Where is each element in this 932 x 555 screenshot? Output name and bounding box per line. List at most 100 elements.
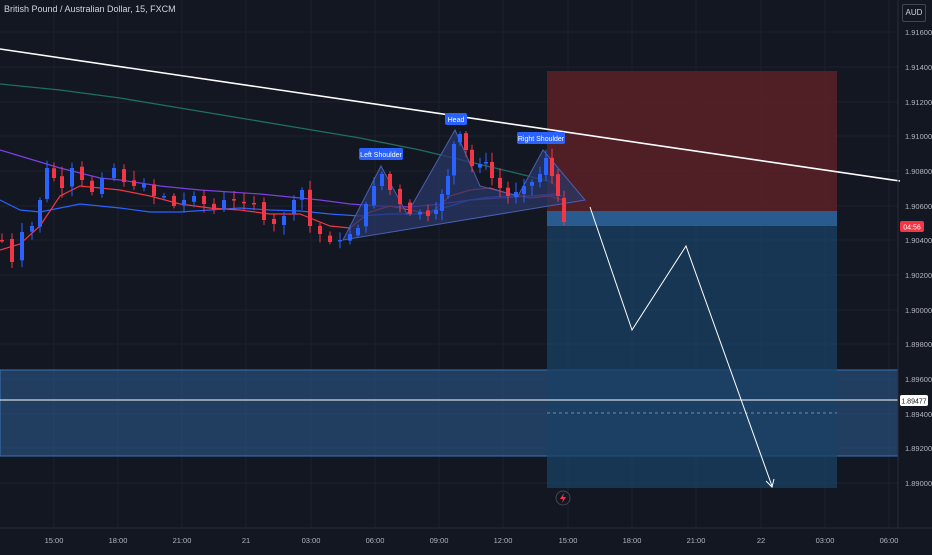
candle-body <box>418 212 422 215</box>
candle-body <box>272 218 276 224</box>
candles-group <box>0 130 566 269</box>
current-price-marker <box>900 221 924 232</box>
entry-band[interactable] <box>547 211 837 226</box>
candle-body <box>498 177 502 188</box>
candle-body <box>292 200 296 215</box>
price-label: 1.90600 <box>905 202 932 211</box>
head-text: Head <box>448 117 465 124</box>
time-label: 09:00 <box>430 536 449 545</box>
candle-body <box>506 187 510 196</box>
candle-body <box>530 182 534 186</box>
candle-body <box>52 168 56 178</box>
candle-body <box>514 192 518 198</box>
candle-body <box>192 196 196 202</box>
time-label: 18:00 <box>623 536 642 545</box>
time-label: 03:00 <box>816 536 835 545</box>
moving-average-green <box>0 83 561 191</box>
candle-body <box>38 200 42 227</box>
time-label: 18:00 <box>109 536 128 545</box>
candle-body <box>440 194 444 211</box>
price-label: 1.91400 <box>905 63 932 72</box>
symbol-title: British Pound / Australian Dollar, 15, F… <box>4 4 176 14</box>
candle-body <box>122 169 126 182</box>
lightning-bolt-icon[interactable] <box>555 490 571 506</box>
candle-body <box>446 176 450 195</box>
candle-body <box>364 204 368 227</box>
line-price-marker <box>900 395 928 406</box>
candle-body <box>478 164 482 168</box>
candle-body <box>10 238 14 262</box>
candle-body <box>372 186 376 206</box>
time-label: 21:00 <box>687 536 706 545</box>
currency-button[interactable]: AUD <box>902 4 926 22</box>
right-shoulder-text: Right Shoulder <box>518 136 565 143</box>
candle-body <box>538 174 542 183</box>
candle-body <box>30 226 34 232</box>
price-label: 1.89600 <box>905 375 932 384</box>
time-label: 21:00 <box>173 536 192 545</box>
time-label: 15:00 <box>45 536 64 545</box>
candle-body <box>562 197 566 222</box>
candle-body <box>132 180 136 186</box>
candle-body <box>328 235 332 242</box>
stop-loss-zone[interactable] <box>547 71 837 211</box>
candle-body <box>100 178 104 194</box>
candle-body <box>45 168 49 199</box>
candle-body <box>398 188 402 204</box>
price-label: 1.91600 <box>905 28 932 37</box>
price-label: 1.91000 <box>905 132 932 141</box>
price-label: 1.89400 <box>905 410 932 419</box>
price-label: 1.90400 <box>905 236 932 245</box>
candle-body <box>356 228 360 236</box>
candle-body <box>380 174 384 186</box>
candle-body <box>252 202 256 205</box>
time-label: 06:00 <box>880 536 899 545</box>
head-label: Head <box>445 113 467 125</box>
candle-body <box>262 202 266 220</box>
candle-body <box>434 210 438 215</box>
candle-body <box>388 173 392 190</box>
candle-body <box>212 203 216 210</box>
candle-body <box>152 184 156 196</box>
projection-arrowhead <box>765 478 775 488</box>
candle-body <box>522 186 526 194</box>
candle-body <box>282 216 286 225</box>
candle-body <box>242 201 246 204</box>
right-shoulder-label: Right Shoulder <box>517 132 565 144</box>
time-label: 06:00 <box>366 536 385 545</box>
price-label: 1.90200 <box>905 271 932 280</box>
time-label: 21 <box>242 536 250 545</box>
price-label: 1.89800 <box>905 340 932 349</box>
candle-body <box>0 239 4 242</box>
price-label: 1.89000 <box>905 479 932 488</box>
price-scale[interactable]: 1.91600 1.91400 1.91200 1.91000 1.90800 … <box>897 0 932 528</box>
candle-body <box>308 189 312 226</box>
candle-body <box>112 168 116 179</box>
candle-body <box>408 202 412 214</box>
take-profit-zone[interactable] <box>547 211 837 488</box>
candle-body <box>348 234 352 241</box>
candle-body <box>162 196 166 198</box>
candle-body <box>232 199 236 201</box>
candle-body <box>222 200 226 209</box>
candle-body <box>318 225 322 234</box>
current-price-text: 04:56 <box>903 225 921 232</box>
candle-body <box>556 174 560 196</box>
candle-body <box>544 158 548 176</box>
candle-body <box>20 232 24 261</box>
line-price-text: 1.89477 <box>901 399 926 406</box>
time-label: 03:00 <box>302 536 321 545</box>
time-scale[interactable]: 15:00 18:00 21:00 21 03:00 06:00 09:00 1… <box>0 527 932 545</box>
candle-body <box>142 184 146 188</box>
candle-body <box>202 195 206 204</box>
candle-body <box>80 166 84 180</box>
price-label: 1.90800 <box>905 167 932 176</box>
candle-body <box>470 149 474 166</box>
price-label: 1.90000 <box>905 306 932 315</box>
candle-body <box>550 157 554 176</box>
left-shoulder-label: Left Shoulder <box>359 148 403 160</box>
candle-body <box>458 134 462 143</box>
projected-price-path[interactable] <box>589 206 773 487</box>
